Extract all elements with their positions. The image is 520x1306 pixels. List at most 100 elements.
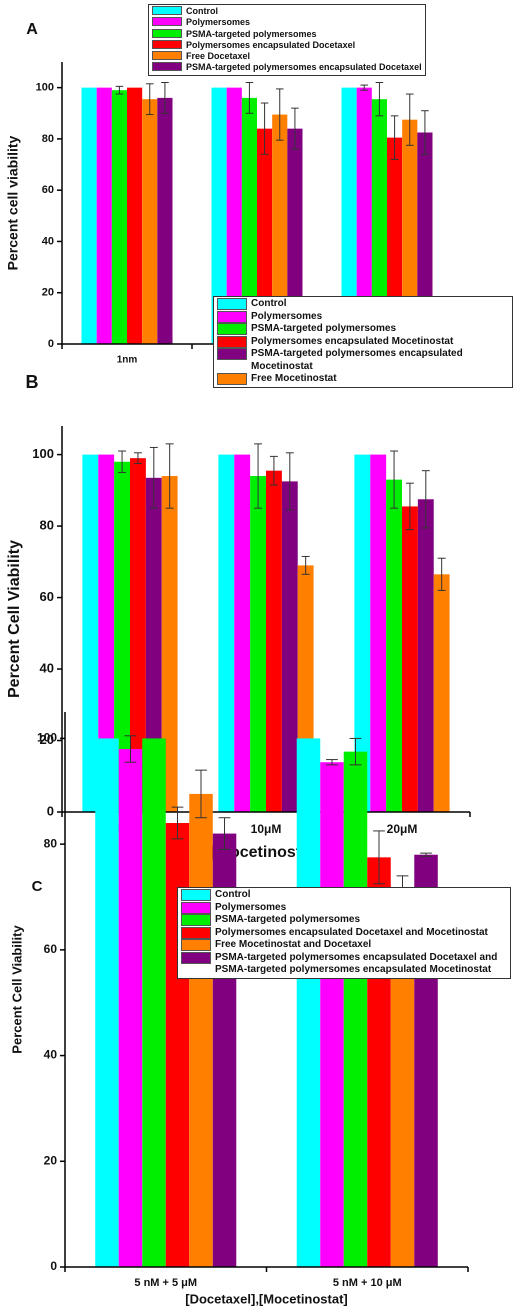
bar bbox=[433, 574, 450, 812]
x-tick-label: 5 nM + 10 μM bbox=[333, 1277, 402, 1289]
bar bbox=[96, 87, 112, 345]
error-bar bbox=[275, 88, 284, 141]
bar bbox=[130, 458, 146, 812]
legend-label: PSMA-targeted polymersomes bbox=[215, 914, 361, 925]
bar bbox=[234, 454, 251, 812]
x-tick-label: 20μM bbox=[387, 822, 418, 836]
error-bar bbox=[420, 852, 432, 857]
legend-entry: Free Mocetinostat and Docetaxel bbox=[181, 939, 507, 952]
legend-swatch bbox=[181, 926, 211, 939]
y-tick-label: 0 bbox=[48, 338, 54, 350]
legend-swatch bbox=[217, 310, 247, 323]
legend-label: Polymersomes bbox=[186, 17, 251, 28]
bar bbox=[390, 912, 415, 1267]
legend-label: Polymersomes encapsulated Docetaxel and … bbox=[215, 926, 488, 938]
error-bar bbox=[360, 84, 369, 91]
bar bbox=[189, 793, 213, 1267]
y-tick-label: 20 bbox=[44, 1153, 58, 1167]
error-bar bbox=[285, 452, 294, 511]
bar bbox=[142, 738, 166, 1267]
error-bar bbox=[254, 443, 263, 509]
y-tick-label: 60 bbox=[42, 184, 54, 196]
bar bbox=[371, 99, 387, 344]
error-bar bbox=[115, 85, 124, 95]
error-bar bbox=[421, 470, 430, 529]
legend-swatch bbox=[152, 6, 182, 15]
error-bar bbox=[390, 115, 399, 160]
bar bbox=[296, 738, 321, 1267]
bar bbox=[257, 128, 273, 344]
legend-swatch bbox=[181, 914, 211, 926]
y-tick-label: 100 bbox=[36, 82, 54, 94]
bar bbox=[343, 751, 368, 1267]
y-tick-label: 100 bbox=[32, 446, 54, 461]
legend-entry: Polymersomes encapsulated Mocetinostat bbox=[217, 335, 509, 349]
y-axis-title: Percent Cell Viability bbox=[9, 925, 24, 1054]
y-tick-label: 0 bbox=[47, 803, 54, 818]
bar bbox=[417, 499, 434, 812]
x-tick-label: 1nm bbox=[117, 355, 138, 366]
error-bar bbox=[195, 769, 207, 819]
legend-swatch bbox=[152, 28, 182, 38]
y-tick-label: 100 bbox=[37, 731, 57, 745]
error-bar bbox=[301, 555, 310, 575]
y-tick-label: 40 bbox=[40, 660, 54, 675]
error-bar bbox=[291, 107, 299, 150]
legend-label: PSMA-targeted polymersomes bbox=[186, 28, 317, 39]
bar bbox=[98, 454, 115, 812]
legend-label: PSMA-targeted polymersomes bbox=[251, 323, 397, 334]
legend-swatch bbox=[181, 939, 211, 951]
error-bar bbox=[245, 82, 254, 114]
bar bbox=[387, 137, 403, 344]
legend-swatch bbox=[181, 901, 211, 914]
error-bar bbox=[375, 82, 384, 117]
legend-entry: Control bbox=[152, 6, 422, 17]
legend-label: Polymersomes encapsulated Mocetinostat bbox=[251, 335, 454, 347]
error-bar bbox=[118, 450, 127, 473]
error-bar bbox=[161, 82, 169, 114]
legend-entry: Control bbox=[217, 298, 509, 311]
error-bar bbox=[405, 93, 414, 146]
legend-swatch bbox=[152, 39, 182, 49]
y-tick-label: 20 bbox=[42, 287, 54, 299]
x-axis-title: [Docetaxel],[Mocetinostat] bbox=[185, 1291, 348, 1306]
legend-entry: PSMA-targeted polymersomes encapsulated … bbox=[217, 348, 509, 373]
error-bar bbox=[421, 110, 429, 155]
legend-entry: Polymersomes encapsulated Docetaxel bbox=[152, 39, 422, 51]
bar bbox=[250, 476, 266, 812]
legend: Control Polymersomes PSMA-targeted polymer… bbox=[148, 4, 426, 76]
legend-label: Control bbox=[186, 6, 218, 16]
bar bbox=[81, 87, 97, 345]
bar bbox=[370, 454, 387, 812]
y-tick-label: 60 bbox=[44, 942, 58, 956]
error-bar bbox=[390, 450, 399, 509]
error-bar bbox=[349, 737, 362, 766]
bar bbox=[114, 461, 130, 812]
bar bbox=[320, 762, 344, 1267]
legend-entry: PSMA-targeted polymersomes bbox=[181, 914, 507, 927]
bar bbox=[356, 87, 372, 345]
legend-label: PSMA-targeted polymersomes encapsulated … bbox=[251, 348, 463, 372]
x-tick-label: 10μM bbox=[251, 822, 282, 836]
bar bbox=[241, 97, 257, 345]
y-tick-label: 80 bbox=[42, 133, 54, 145]
legend-entry: Free Mocetinostat bbox=[217, 373, 509, 386]
x-tick-label: 5 nM + 5 μM bbox=[134, 1277, 197, 1289]
bar bbox=[218, 454, 235, 812]
error-bar bbox=[133, 452, 142, 465]
y-tick-label: 80 bbox=[40, 518, 54, 533]
legend-swatch bbox=[217, 298, 247, 310]
error-bar bbox=[145, 83, 154, 116]
bar bbox=[272, 114, 288, 345]
y-axis-title: Percent Cell Viability bbox=[6, 540, 23, 698]
bar bbox=[354, 454, 371, 812]
y-tick-label: 20 bbox=[40, 732, 54, 747]
bar bbox=[118, 749, 143, 1267]
legend-label: Free Mocetinostat bbox=[251, 373, 337, 384]
bar bbox=[161, 476, 178, 812]
bar bbox=[386, 479, 402, 812]
legend-entry: PSMA-targeted polymersomes bbox=[152, 28, 422, 40]
bar bbox=[142, 99, 158, 344]
chart-panel: B Percent Cell Viability [Mocetinostat] 0 20… bbox=[6, 372, 471, 861]
